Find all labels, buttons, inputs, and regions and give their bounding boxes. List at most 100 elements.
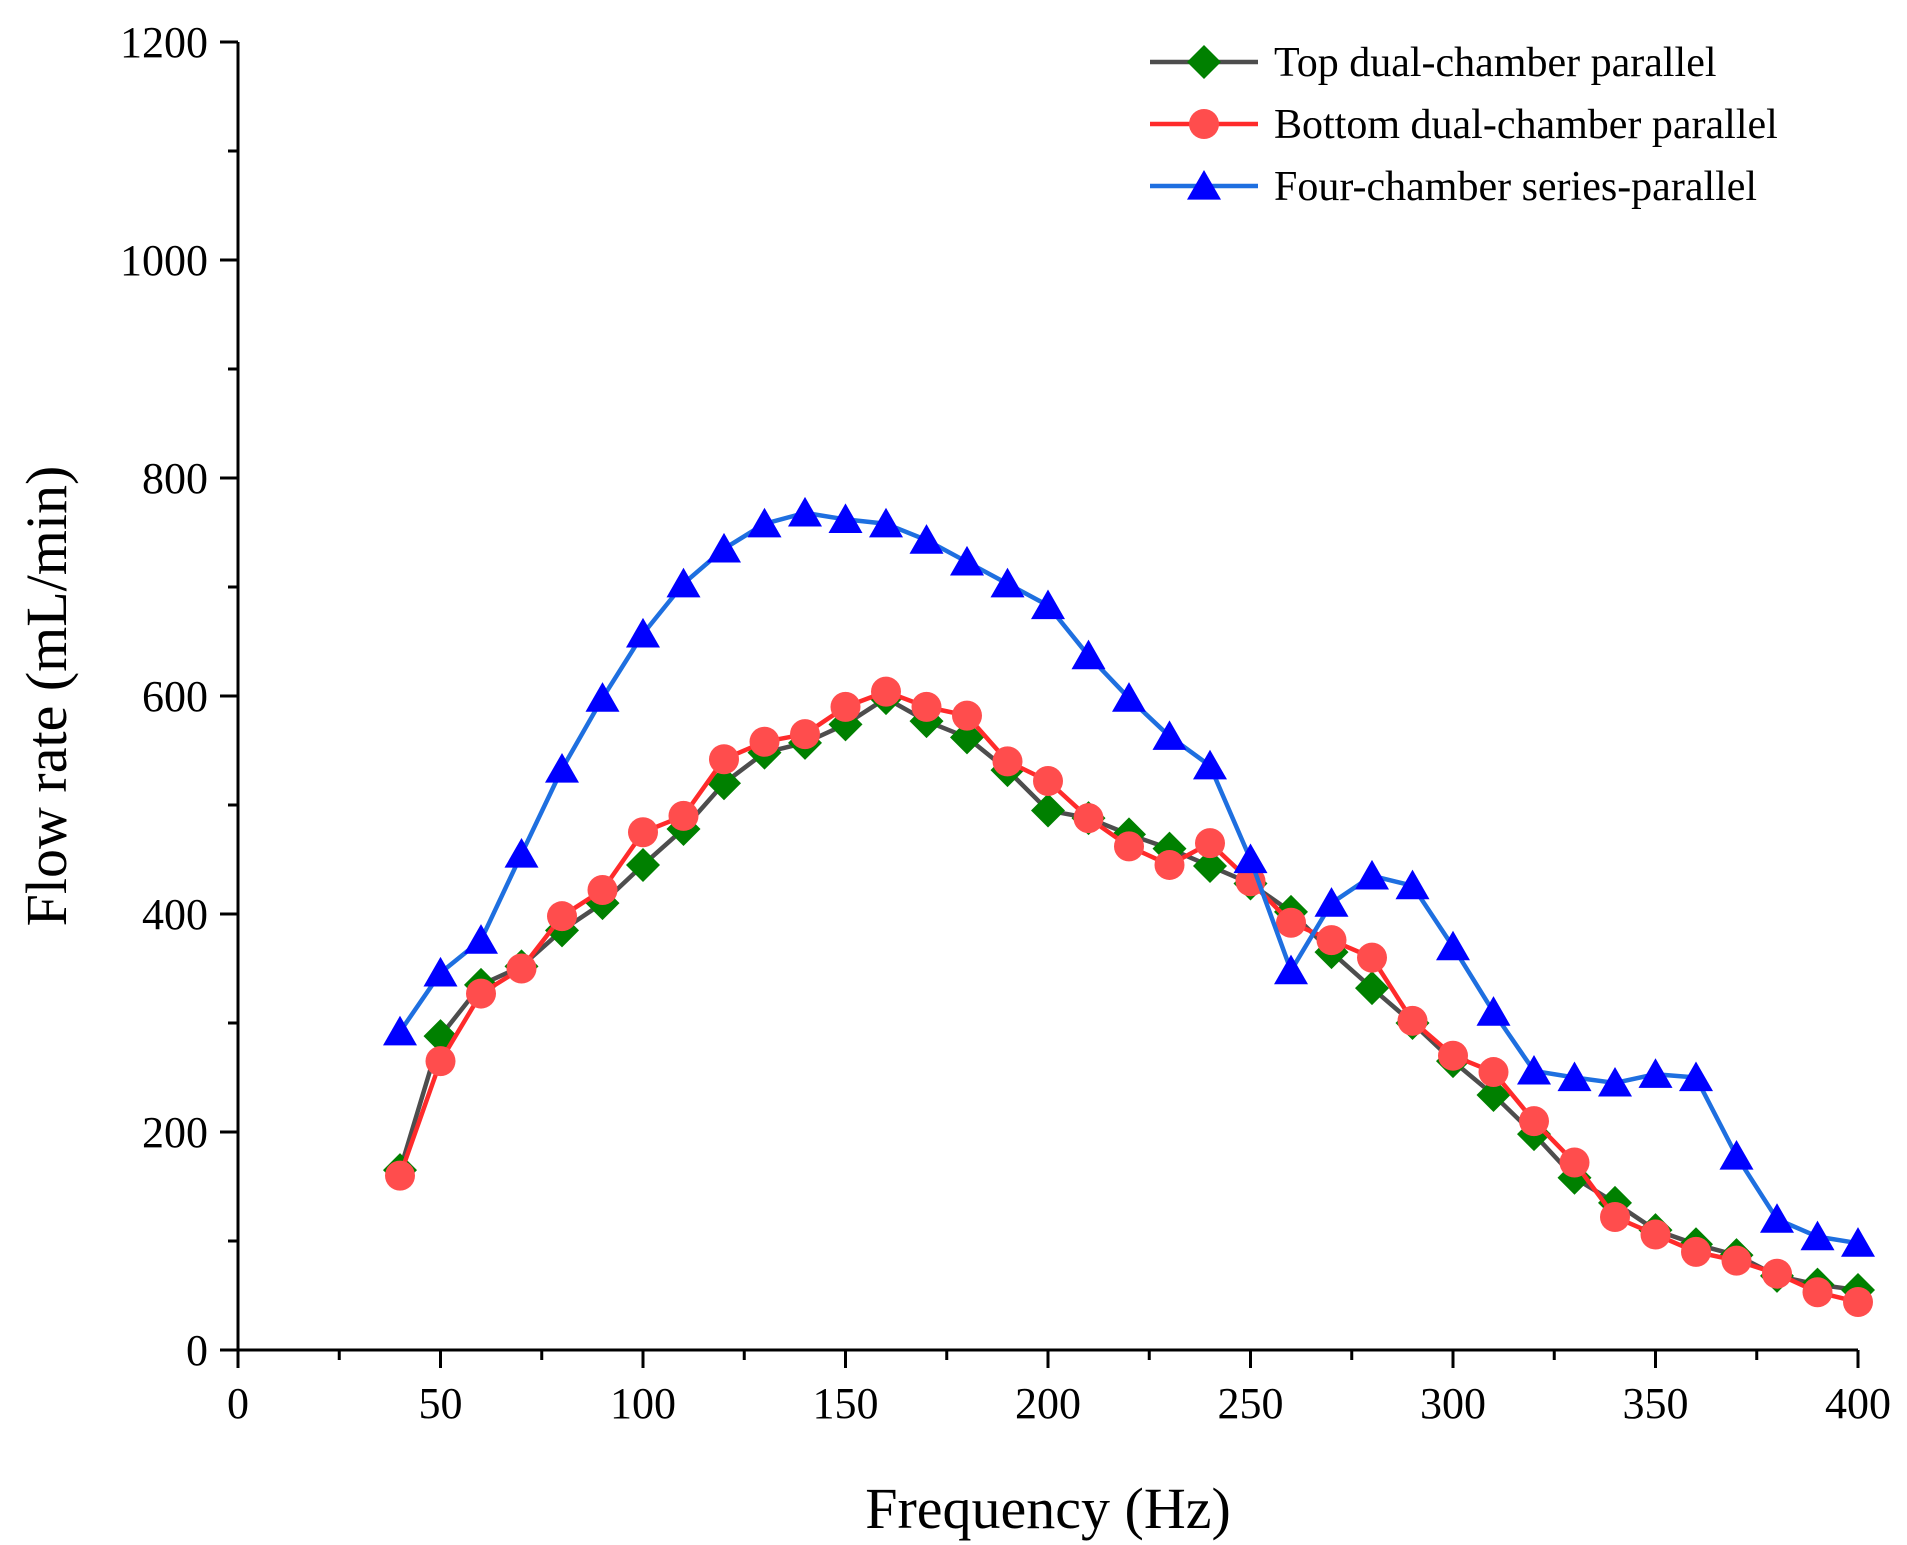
data-point (1357, 942, 1387, 973)
legend-item: Bottom dual-chamber parallel (1150, 102, 1778, 148)
data-point (628, 817, 658, 848)
y-tick-label: 800 (142, 454, 208, 503)
data-point (1193, 749, 1227, 780)
data-point (547, 901, 577, 932)
data-point (1559, 1147, 1590, 1178)
data-point (1476, 996, 1511, 1026)
x-tick-label: 0 (227, 1379, 249, 1428)
data-point (1760, 1203, 1794, 1233)
data-point (383, 1015, 417, 1046)
data-point (1031, 793, 1065, 828)
data-point (666, 567, 701, 598)
legend-label: Top dual-chamber parallel (1274, 40, 1717, 86)
series-1 (385, 676, 1873, 1318)
legend-marker (1187, 45, 1221, 79)
data-point (1519, 1106, 1549, 1137)
data-point (749, 726, 780, 757)
data-point (1600, 1202, 1630, 1233)
y-tick-label: 400 (142, 890, 208, 939)
data-point (1843, 1287, 1873, 1318)
data-point (911, 691, 942, 722)
data-point (506, 953, 537, 984)
data-point (1397, 1005, 1428, 1036)
x-axis-title: Frequency (Hz) (865, 1476, 1231, 1541)
data-point (1154, 849, 1185, 880)
series-2 (383, 496, 1875, 1257)
x-tick-label: 400 (1825, 1379, 1891, 1428)
data-point (1802, 1277, 1833, 1308)
data-point (1314, 887, 1349, 917)
data-point (909, 524, 944, 554)
data-point (1071, 639, 1106, 670)
axes: 0 50 100 150 200 250 300 350 400 0 200 400 600 800 100… (14, 18, 1891, 1541)
x-tick-label: 350 (1623, 1379, 1689, 1428)
data-point (1233, 843, 1268, 874)
data-point (830, 691, 861, 722)
legend-label: Four-chamber series-parallel (1274, 164, 1757, 210)
data-point (545, 753, 579, 783)
data-point (1640, 1219, 1671, 1250)
data-point (1193, 849, 1227, 884)
x-tick-label: 50 (419, 1379, 463, 1428)
x-tick-label: 150 (813, 1379, 879, 1428)
y-tick-label: 1200 (120, 18, 208, 67)
data-point (1478, 1057, 1509, 1088)
data-point (466, 978, 496, 1009)
data-point (707, 532, 741, 563)
data-point (828, 503, 863, 534)
data-point (950, 720, 984, 755)
legend-marker (1189, 109, 1219, 139)
data-point (1517, 1054, 1551, 1085)
data-point (1316, 925, 1347, 956)
x-tick-label: 250 (1218, 1379, 1284, 1428)
x-tick-label: 300 (1420, 1379, 1486, 1428)
data-point (1800, 1220, 1835, 1251)
data-point (1031, 589, 1065, 620)
x-tick-label: 100 (610, 1379, 676, 1428)
data-point (950, 545, 984, 576)
data-point (385, 1160, 415, 1191)
data-point (869, 507, 903, 538)
legend-item: Four-chamber series-parallel (1150, 164, 1757, 210)
data-point (1114, 831, 1144, 862)
data-point (1355, 971, 1389, 1006)
data-point (1033, 766, 1063, 797)
data-point (1438, 1040, 1468, 1071)
data-point (1274, 954, 1308, 985)
y-axis-title: Flow rate (mL/min) (14, 466, 79, 927)
data-point (790, 719, 820, 750)
data-point (1276, 907, 1306, 938)
data-point (668, 800, 699, 831)
series-layer (383, 496, 1875, 1318)
legend-item: Top dual-chamber parallel (1150, 40, 1717, 86)
y-tick-label: 0 (186, 1326, 208, 1375)
data-point (709, 744, 739, 775)
data-point (1841, 1227, 1875, 1257)
data-point (1638, 1058, 1673, 1088)
data-point (464, 924, 498, 954)
data-point (504, 838, 539, 868)
legend-label: Bottom dual-chamber parallel (1274, 102, 1778, 148)
data-point (626, 847, 660, 882)
data-point (587, 875, 618, 906)
data-point (747, 507, 782, 538)
data-point (1762, 1258, 1792, 1289)
data-point (1436, 930, 1470, 961)
data-point (990, 567, 1025, 598)
data-point (1557, 1061, 1592, 1092)
data-point (1112, 682, 1146, 712)
data-point (1476, 1077, 1511, 1112)
y-tick-label: 200 (142, 1108, 208, 1157)
data-point (1355, 859, 1389, 890)
data-point (423, 956, 458, 987)
legend: Top dual-chamber parallel Bottom dual-cha… (1150, 40, 1778, 210)
x-tick-label: 200 (1015, 1379, 1081, 1428)
data-point (585, 682, 620, 712)
data-point (425, 1046, 456, 1077)
data-point (1073, 803, 1104, 834)
legend-marker (1187, 170, 1221, 200)
data-point (871, 676, 901, 707)
y-tick-label: 600 (142, 672, 208, 721)
